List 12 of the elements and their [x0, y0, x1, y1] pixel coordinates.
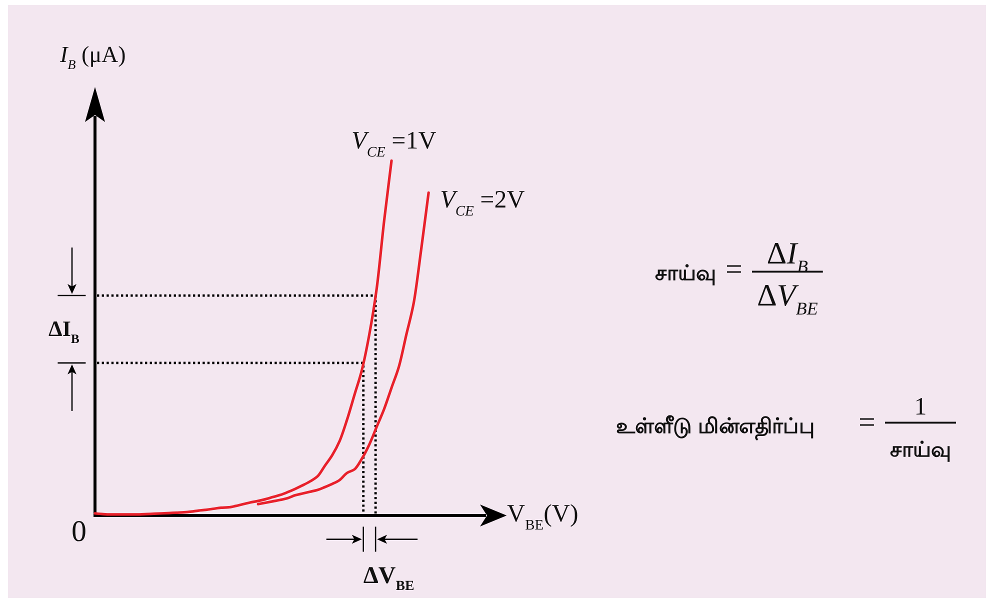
text: சாய்வு = — [655, 253, 742, 286]
y-axis-title: I$_{B}$ (μA) — [59, 42, 126, 72]
text: உள்ளீடு மின்எதிர்ப்பு = — [616, 406, 876, 439]
series-label: V$_{CE}$ =1V — [352, 127, 436, 160]
text: சாய்வு — [890, 438, 951, 462]
text: 0 — [72, 515, 86, 548]
series-label: V$_{CE}$ =2V — [440, 186, 525, 220]
text: 1 — [914, 394, 927, 421]
text: ΔI$_{B}$ — [48, 316, 80, 346]
x-axis-title: V$_{BE}$(V) — [507, 500, 578, 534]
text: ΔV$_{BE}$ — [756, 278, 818, 319]
text: ΔV$_{BE}$ — [363, 563, 414, 594]
